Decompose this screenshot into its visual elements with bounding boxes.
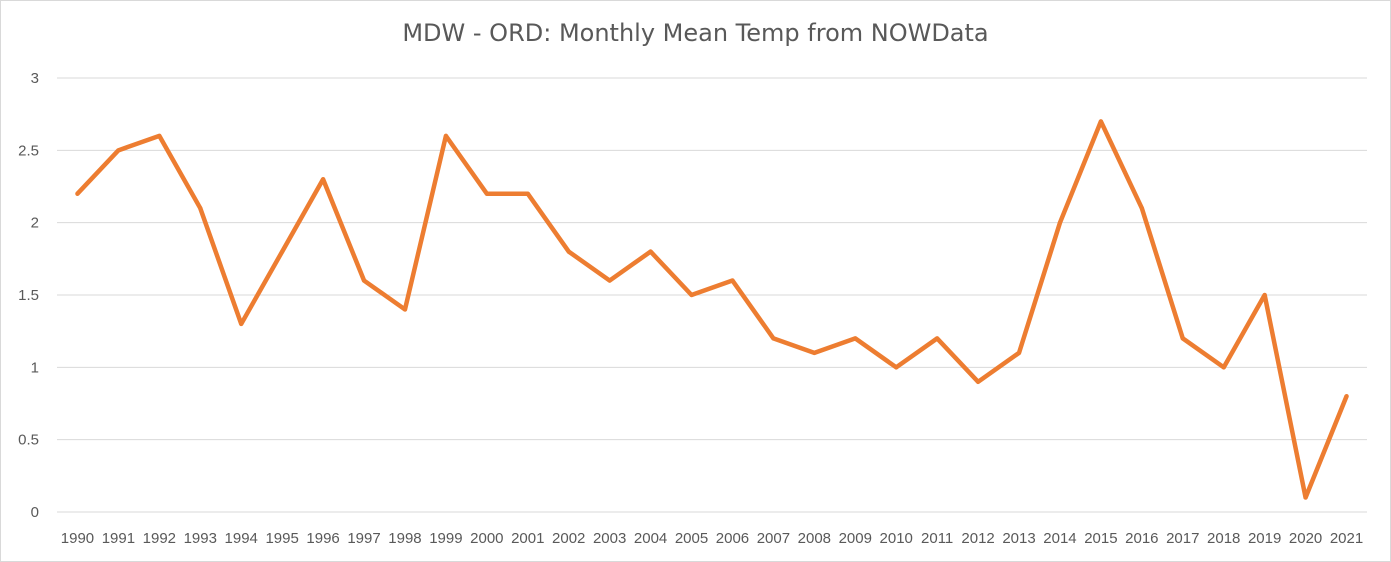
x-tick-label: 1994 [225,530,258,547]
x-tick-label: 2001 [511,530,544,547]
data-point [935,336,940,341]
x-tick-label: 2004 [634,530,667,547]
data-point [1180,336,1185,341]
chart-title: MDW - ORD: Monthly Mean Temp from NOWDat… [402,19,989,47]
data-point [1139,206,1144,211]
data-point [362,278,367,283]
x-tick-label: 2014 [1043,530,1076,547]
gridlines [57,77,1367,513]
y-tick-label: 2.5 [18,142,39,159]
y-tick-label: 0 [31,504,39,521]
data-point [198,206,203,211]
x-tick-label: 1995 [265,530,298,547]
data-point [280,249,285,254]
x-tick-label: 2015 [1084,530,1117,547]
data-point [157,133,162,138]
x-tick-label: 2000 [470,530,503,547]
x-axis-tick-labels: 1990 1991 1992 1993 1994 1995 1996 1997 1998 1999… [61,530,1363,547]
x-tick-label: 2008 [798,530,831,547]
data-point [1057,220,1062,225]
data-point [402,307,407,312]
y-tick-label: 3 [31,70,39,87]
x-tick-label: 2002 [552,530,585,547]
x-tick-label: 2019 [1248,530,1281,547]
data-point [771,336,776,341]
data-point [812,350,817,355]
series-line [75,119,1349,500]
x-tick-label: 1998 [388,530,421,547]
data-point [1303,495,1308,500]
data-point [894,365,899,370]
y-tick-label: 1 [31,359,39,376]
x-tick-label: 2005 [675,530,708,547]
x-tick-label: 2012 [961,530,994,547]
x-tick-label: 2010 [880,530,913,547]
x-tick-label: 1991 [102,530,135,547]
x-tick-label: 2018 [1207,530,1240,547]
y-tick-label: 2 [31,215,39,232]
data-point [1017,350,1022,355]
x-tick-label: 2013 [1002,530,1035,547]
data-point [443,133,448,138]
x-tick-label: 2009 [839,530,872,547]
data-point [689,293,694,297]
x-tick-label: 2003 [593,530,626,547]
data-point [1098,119,1103,124]
data-point [239,321,244,326]
data-point [566,249,571,254]
y-tick-label: 0.5 [18,432,39,449]
data-point [1221,365,1226,370]
x-tick-label: 1996 [306,530,339,547]
data-point [976,379,981,384]
x-tick-label: 2011 [921,530,953,547]
x-tick-label: 2006 [716,530,749,547]
data-point [484,191,489,196]
series-group [75,119,1349,500]
x-tick-label: 2021 [1330,530,1363,547]
x-tick-label: 1993 [184,530,217,547]
x-tick-label: 2020 [1289,530,1322,547]
data-point [1344,394,1349,399]
x-tick-label: 1992 [143,530,176,547]
x-tick-label: 2016 [1125,530,1158,547]
data-point [321,177,326,182]
data-point [525,191,530,196]
data-point [648,249,653,254]
data-point [730,278,735,283]
x-tick-label: 1999 [429,530,462,547]
y-tick-label: 1.5 [18,287,39,304]
x-tick-label: 2017 [1166,530,1199,547]
y-axis-tick-labels: 0 0.5 1 1.5 2 2.5 3 [18,70,39,521]
x-tick-label: 1990 [61,530,94,547]
x-tick-label: 1997 [347,530,380,547]
data-point [853,336,858,341]
data-point [75,191,80,196]
x-tick-label: 2007 [757,530,790,547]
data-point [607,278,612,283]
data-point [116,148,121,153]
data-point [1262,293,1267,297]
